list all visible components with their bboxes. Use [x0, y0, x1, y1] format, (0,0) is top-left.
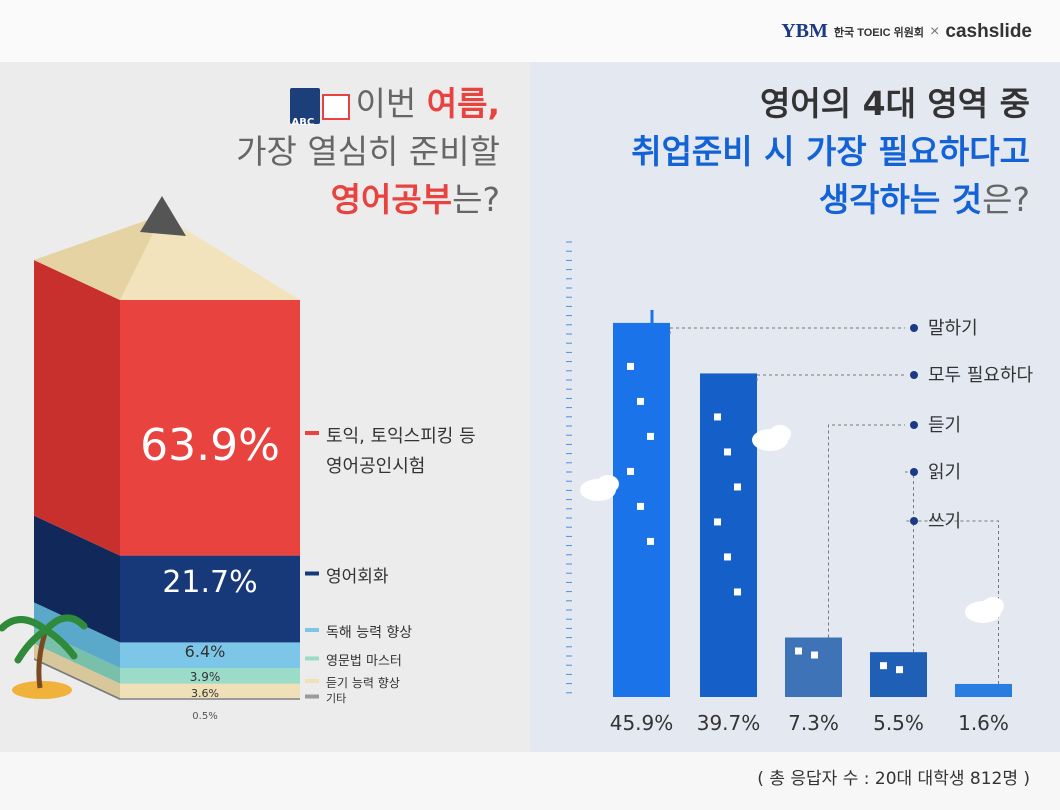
pencil-side-4: [34, 643, 120, 698]
cloud-2: [982, 597, 1004, 615]
pencil-segment-2: [120, 642, 300, 668]
bar-0: [613, 322, 670, 697]
leader-dot-4: [910, 517, 918, 525]
bar-4: [955, 683, 1012, 697]
bar-window: [724, 553, 731, 561]
bar-window: [896, 666, 903, 674]
pencil-value-label-2: 6.4%: [185, 642, 226, 661]
bar-category-label-0: 말하기: [928, 318, 978, 339]
legend-label-3: 독해 능력 향상: [326, 625, 412, 641]
pencil-value-label-4: 3.6%: [191, 687, 219, 700]
footer: [0, 752, 1060, 810]
left-title-line1: 이번: [355, 84, 427, 123]
legend-label-1: 영어공인시험: [326, 456, 425, 477]
pencil-lead: [140, 196, 186, 236]
leader-line-2: [828, 424, 905, 638]
legend-swatch-5: [305, 679, 319, 683]
leader-line-4: [905, 520, 999, 684]
top-bar: YBM 한국 TOEIC 위원회 × cashslide: [0, 0, 1060, 62]
cloud-0: [597, 475, 619, 493]
bar-value-label-2: 7.3%: [788, 711, 839, 735]
pencil-segment-0: [120, 300, 300, 556]
right-title-line3-suffix: 은?: [982, 180, 1030, 219]
bar-value-label-3: 5.5%: [873, 711, 924, 735]
leader-dot-3: [910, 468, 918, 476]
legend-swatch-0: [305, 431, 319, 435]
leader-line-1: [756, 374, 905, 381]
island: [12, 681, 72, 699]
legend-swatch-4: [305, 656, 319, 661]
left-title-highlight-summer: 여름,: [426, 84, 500, 123]
bar-category-label-4: 쓰기: [928, 511, 961, 532]
left-title-line3-suffix: 는?: [452, 180, 500, 219]
legend-label-6: 기타: [326, 692, 346, 705]
cloud-1: [769, 425, 791, 443]
left-title-line2: 가장 열심히 준비할: [236, 132, 500, 171]
book-icon: ABC: [289, 87, 350, 128]
bar-window: [880, 662, 887, 670]
pencil-side-1: [34, 515, 120, 643]
bar-value-label-0: 45.9%: [610, 711, 674, 735]
bar-category-label-2: 듣기: [928, 415, 961, 436]
legend-label-0: 토익, 토익스피킹 등: [326, 426, 476, 447]
pencil-segment-4: [120, 683, 300, 698]
cashslide-logo: cashslide: [945, 20, 1032, 42]
bar-window: [637, 397, 644, 405]
legend-swatch-6: [305, 694, 319, 699]
brand-logos: YBM 한국 TOEIC 위원회 × cashslide: [781, 20, 1032, 43]
pencil-segment-3: [120, 668, 300, 684]
pencil-wood-side: [34, 215, 162, 300]
bar-window: [811, 651, 818, 659]
bar-window: [627, 362, 634, 370]
bar-window: [637, 502, 644, 510]
bar-category-label-3: 읽기: [928, 462, 961, 483]
toeic-committee-label: 한국 TOEIC 위원회: [833, 26, 925, 39]
bar-window: [647, 537, 654, 545]
bar-window: [714, 518, 721, 526]
bar-window: [714, 413, 721, 421]
bar-category-label-1: 모두 필요하다: [928, 365, 1034, 386]
bar-window: [795, 647, 802, 655]
legend-label-4: 영문법 마스터: [326, 654, 402, 669]
legend-swatch-3: [305, 628, 319, 632]
ybm-logo: YBM: [781, 20, 828, 42]
left-title-highlight-study: 영어공부: [330, 180, 453, 219]
right-title-line1: 영어의 4대 영역 중: [760, 84, 1030, 123]
leader-line-3: [905, 471, 914, 653]
bar-window: [724, 448, 731, 456]
bar-3: [870, 652, 927, 697]
leader-line-0: [669, 327, 905, 334]
pencil-value-label-5: 0.5%: [192, 711, 217, 722]
pencil-segment-5: [120, 698, 300, 700]
pencil-value-label-0: 63.9%: [140, 420, 280, 471]
bar-window: [734, 483, 741, 491]
bar-window: [647, 432, 654, 440]
pencil-side-0: [34, 260, 120, 556]
left-title: ABC 이번 여름, 가장 열심히 준비할 영어공부는?: [236, 80, 500, 224]
bar-value-label-1: 39.7%: [697, 711, 761, 735]
footnote: ( 총 응답자 수 : 20대 대학생 812명 ): [757, 769, 1030, 789]
leader-dot-0: [910, 324, 918, 332]
leader-dot-1: [910, 371, 918, 379]
right-title: 영어의 4대 영역 중 취업준비 시 가장 필요하다고 생각하는 것은?: [631, 80, 1030, 224]
right-title-highlight: 생각하는 것: [818, 180, 983, 219]
pencil-side-5: [34, 658, 120, 700]
pencil-value-label-3: 3.9%: [190, 670, 221, 684]
bar-2: [785, 637, 842, 697]
brand-separator: ×: [930, 22, 940, 40]
bar-window: [734, 588, 741, 596]
leader-dot-2: [910, 421, 918, 429]
palm-leaves: [0, 614, 88, 664]
pencil-segment-1: [120, 555, 300, 643]
legend-label-5: 듣기 능력 향상: [326, 676, 400, 690]
pencil-value-label-1: 21.7%: [162, 565, 257, 600]
bar-window: [627, 467, 634, 475]
legend-label-2: 영어회화: [326, 567, 389, 587]
legend-swatch-2: [305, 571, 319, 576]
bar-value-label-4: 1.6%: [958, 711, 1009, 735]
bar-1: [700, 373, 757, 697]
right-title-line2: 취업준비 시 가장 필요하다고: [631, 132, 1030, 171]
